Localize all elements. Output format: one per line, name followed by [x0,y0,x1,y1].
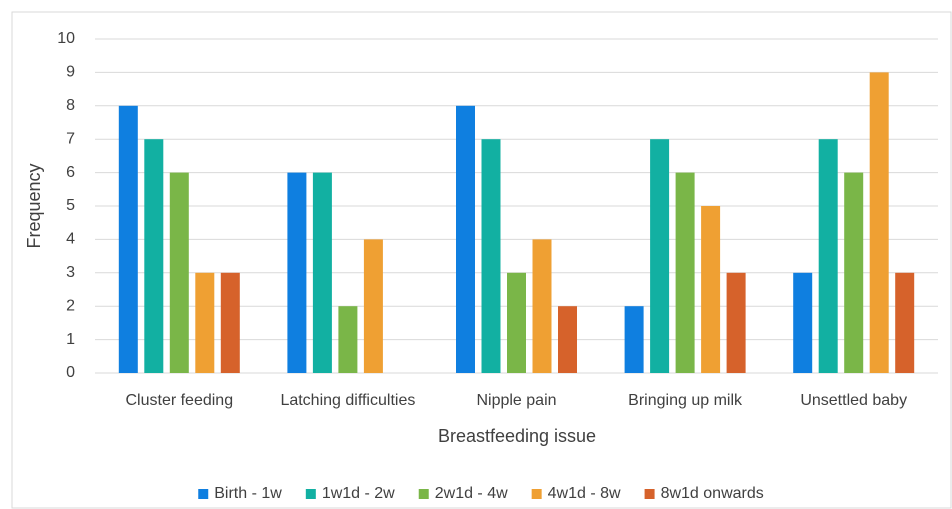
legend-label: Birth - 1w [214,485,282,502]
legend-label: 2w1d - 4w [435,485,508,502]
bar [195,272,215,373]
legend-swatch [198,489,209,499]
bar [312,172,332,373]
y-tick-label: 0 [66,364,75,381]
bar [675,172,695,373]
legend-swatch [305,489,316,499]
bar [144,139,164,373]
bar [363,239,383,373]
x-tick-label: Nipple pain [476,392,556,409]
bar [287,172,307,373]
y-tick-label: 9 [66,64,75,81]
y-axis-title: Frequency [24,163,44,248]
x-axis-title: Breastfeeding issue [438,426,596,446]
bar [895,272,915,373]
bar [220,272,240,373]
y-tick-label: 6 [66,164,75,181]
x-tick-label: Latching difficulties [280,392,415,409]
bar [869,72,889,374]
bar [456,105,475,374]
bar [726,272,746,373]
chart-frame [11,11,952,509]
legend-label: 1w1d - 2w [322,485,395,502]
y-tick-label: 3 [66,264,75,281]
bar [844,172,864,373]
x-tick-label: Bringing up milk [628,392,743,409]
bar [793,272,813,373]
bar [338,306,358,373]
bar [818,139,838,373]
bar [481,139,501,373]
bar [558,306,577,373]
y-tick-label: 5 [66,197,75,214]
y-tick-label: 8 [66,97,75,114]
y-tick-label: 1 [66,331,75,348]
bar [701,206,721,373]
x-tick-label: Unsettled baby [800,392,907,409]
legend-swatch [644,489,655,499]
x-tick-label: Cluster feeding [125,392,233,409]
legend-label: 8w1d onwards [661,485,764,502]
y-tick-label: 7 [66,130,75,147]
y-tick-label: 2 [66,297,75,314]
bar [532,239,552,373]
bar [650,139,670,373]
legend-label: 4w1d - 8w [548,485,621,502]
legend-swatch [531,489,542,499]
bar [169,172,189,373]
y-tick-label: 10 [57,30,75,47]
y-tick-label: 4 [66,231,75,248]
bar [118,105,138,374]
bar [507,272,526,373]
legend-swatch [418,489,429,499]
bar [624,306,644,373]
